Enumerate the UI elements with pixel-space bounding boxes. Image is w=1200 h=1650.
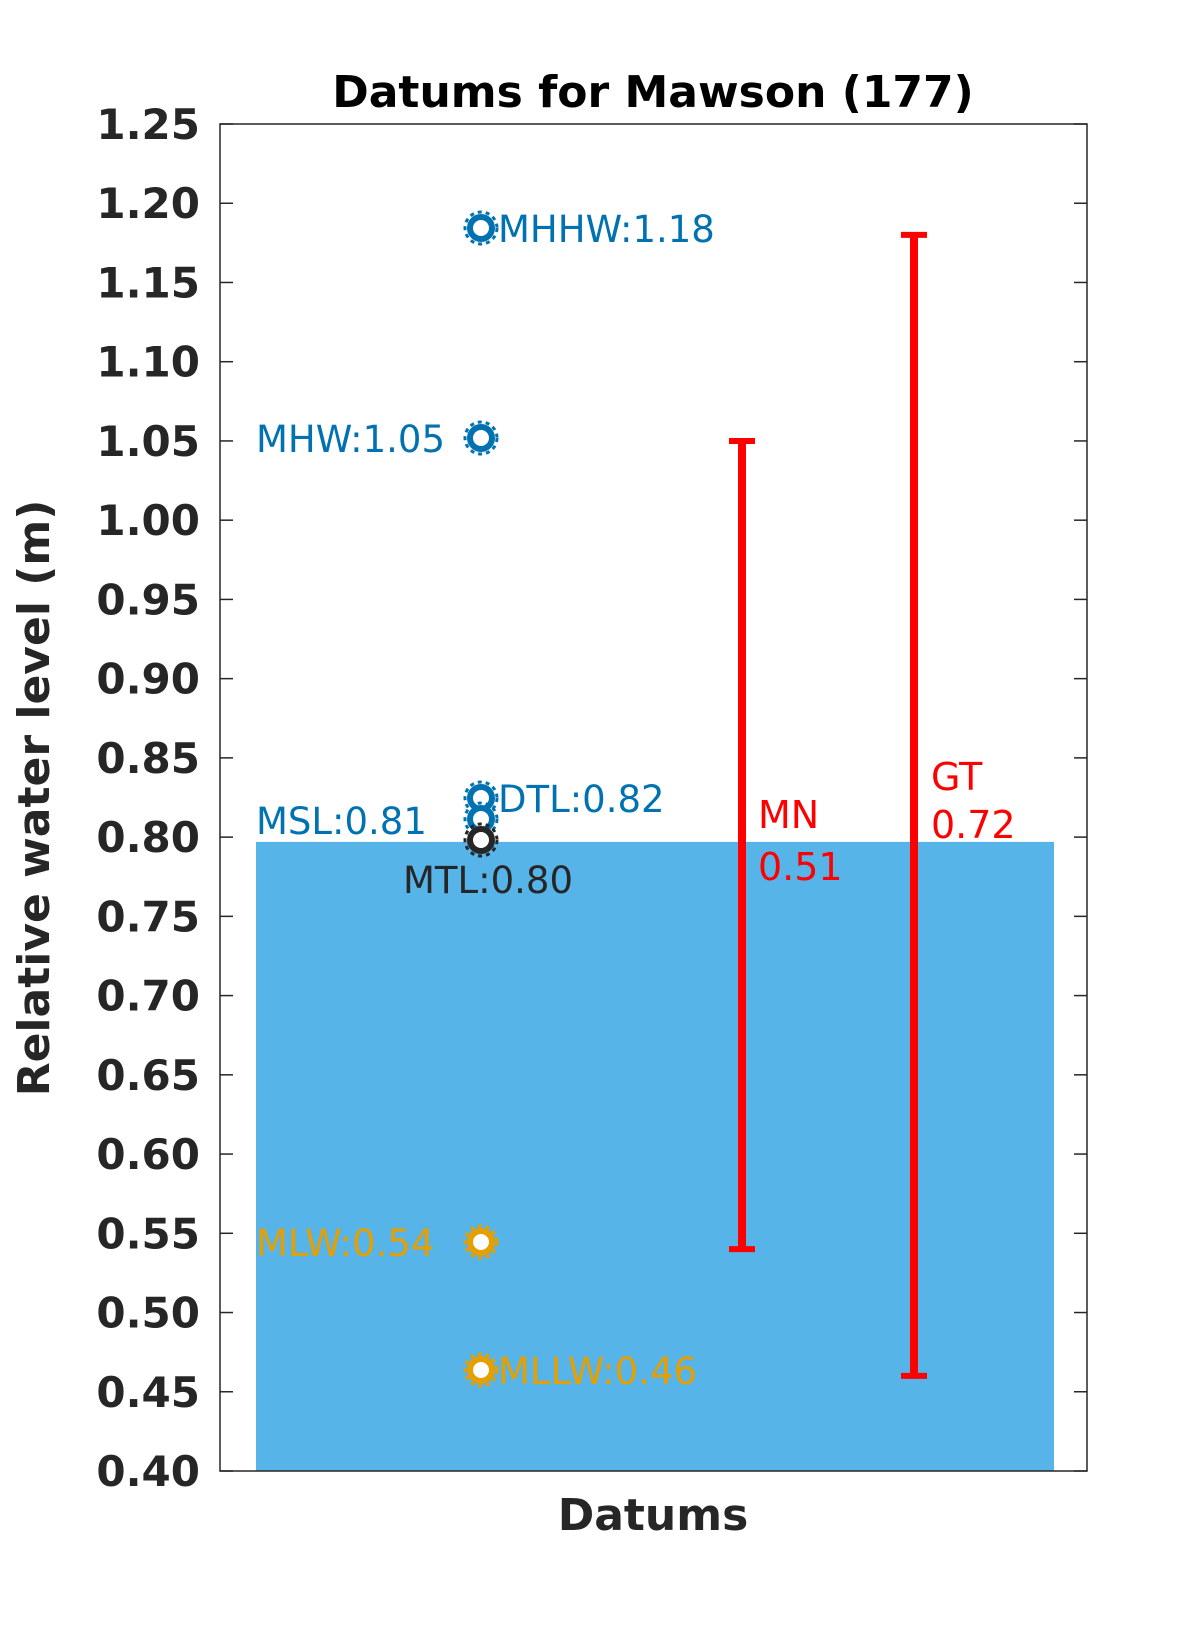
datum-marker-ring-mhw — [463, 420, 499, 456]
range-value-gt: 0.72 — [931, 803, 1016, 847]
y-tick-label: 0.90 — [96, 655, 200, 704]
datum-label-mllw: MLLW:0.46 — [498, 1350, 697, 1393]
y-tick-label: 0.75 — [96, 892, 200, 941]
datum-marker-ring-mlw — [463, 1224, 499, 1260]
datum-marker-mhhw — [467, 214, 495, 242]
y-tick-label: 0.50 — [96, 1289, 200, 1338]
bar-msl — [256, 841, 1054, 1471]
y-tick-label: 0.65 — [96, 1051, 200, 1100]
chart-title: Datums for Mawson (177) — [332, 67, 974, 118]
y-tick-label: 0.45 — [96, 1368, 200, 1417]
range-label-mn: MN — [758, 793, 819, 837]
axes-layer: 0.40 0.45 0.50 0.55 0.60 0.65 0.70 0.75 0.80 0.85… — [96, 100, 1088, 1496]
axes-frame — [219, 123, 1088, 1472]
range-label-gt: GT — [931, 755, 983, 799]
y-tick-label: 1.20 — [96, 179, 200, 228]
y-tick-label: 1.25 — [96, 100, 200, 149]
datum-marker-ring-mtl — [463, 822, 499, 858]
y-tick-label: 0.95 — [96, 575, 200, 624]
y-tick-label: 0.85 — [96, 734, 200, 783]
datum-marker-mhw — [467, 424, 495, 452]
datum-label-msl: MSL:0.81 — [256, 800, 427, 843]
datums-layer: MHHW:1.18 MHW:1.05 DTL:0.82 MSL:0.81 MTL:0.8… — [256, 208, 715, 1393]
y-tick-label: 1.05 — [96, 417, 200, 466]
datum-label-dtl: DTL:0.82 — [498, 778, 665, 821]
y-tick-label: 1.15 — [96, 258, 200, 307]
datum-marker-mllw — [467, 1356, 495, 1384]
datum-label-mtl: MTL:0.80 — [403, 859, 573, 902]
y-tick-label: 0.55 — [96, 1209, 200, 1258]
y-tick-label: 1.10 — [96, 338, 200, 387]
range-value-mn: 0.51 — [758, 845, 843, 889]
y-axis-label: Relative water level (m) — [9, 500, 60, 1097]
datum-marker-mtl — [467, 826, 495, 854]
ranges-layer: MN 0.51 GT0.72 — [729, 231, 1016, 1379]
datum-marker-mlw — [467, 1228, 495, 1256]
x-axis-label: Datums — [558, 1490, 749, 1541]
bar-layer — [256, 841, 1054, 1471]
datum-label-mlw: MLW:0.54 — [256, 1222, 434, 1265]
datum-label-mhhw: MHHW:1.18 — [498, 208, 715, 251]
y-tick-label: 0.60 — [96, 1130, 200, 1179]
y-tick-label: 1.00 — [96, 496, 200, 545]
datum-marker-ring-mhhw — [463, 210, 499, 246]
datum-marker-ring-mllw — [463, 1352, 499, 1388]
y-tick-label: 0.40 — [96, 1447, 200, 1496]
y-tick-label: 0.70 — [96, 972, 200, 1021]
y-tick-label: 0.80 — [96, 813, 200, 862]
datum-label-mhw: MHW:1.05 — [256, 418, 445, 461]
